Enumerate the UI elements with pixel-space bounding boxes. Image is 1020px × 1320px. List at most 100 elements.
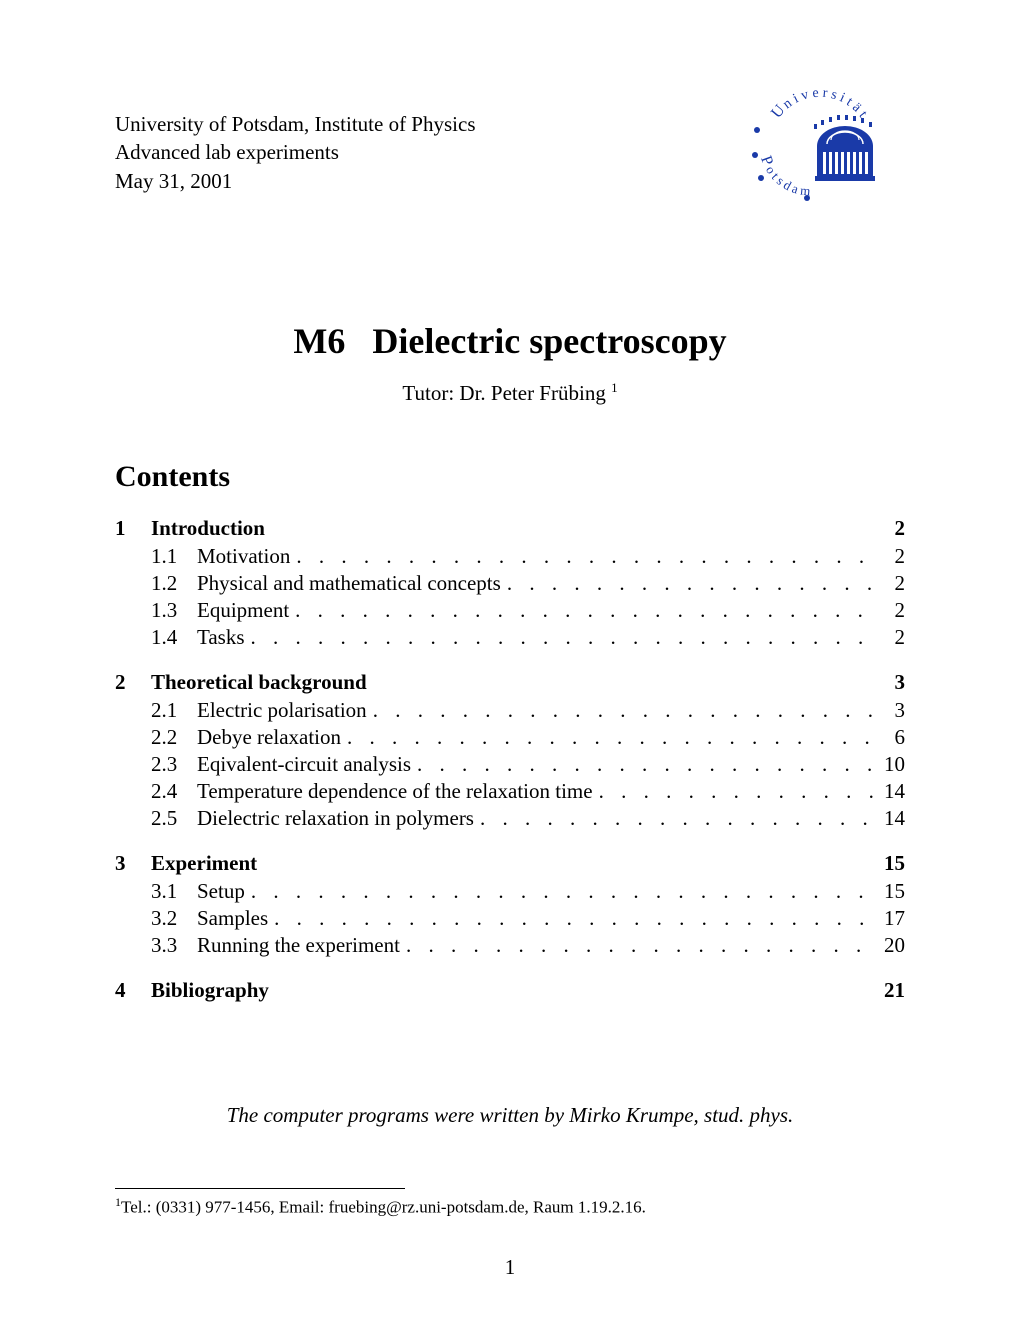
toc-dot-leader: . . . . . . . . . . . . . . . . . . . . … [593, 779, 873, 804]
toc-section-title: Bibliography [151, 978, 269, 1003]
toc-sub-title: Equipment [197, 598, 289, 623]
toc-section-title: Experiment [151, 851, 257, 876]
footnote: 1Tel.: (0331) 977-1456, Email: fruebing@… [115, 1195, 905, 1218]
title-prefix: M6 [293, 321, 345, 361]
course-line: Advanced lab experiments [115, 138, 476, 166]
toc-sub-page: 14 [873, 779, 905, 804]
toc-section-number: 2 [115, 670, 151, 695]
contents-heading: Contents [115, 460, 905, 494]
toc-sub-title: Temperature dependence of the relaxation… [197, 779, 593, 804]
toc-sub-number: 3.2 [151, 906, 197, 931]
toc-sub-page: 2 [873, 598, 905, 623]
toc-sub-number: 2.5 [151, 806, 197, 831]
header-text: University of Potsdam, Institute of Phys… [115, 110, 476, 195]
toc-subsection-row: 3.1Setup. . . . . . . . . . . . . . . . … [115, 879, 905, 904]
toc-sub-number: 1.1 [151, 544, 197, 569]
toc-sub-title: Dielectric relaxation in polymers [197, 806, 474, 831]
toc-fill [269, 978, 884, 1003]
toc-sub-page: 2 [873, 571, 905, 596]
toc-fill [367, 670, 895, 695]
toc-fill [257, 851, 884, 876]
toc-section-page: 15 [884, 851, 905, 876]
toc-section-page: 3 [895, 670, 906, 695]
toc-sub-page: 6 [873, 725, 905, 750]
toc-subsection-row: 2.3Eqivalent-circuit analysis. . . . . .… [115, 752, 905, 777]
toc-dot-leader: . . . . . . . . . . . . . . . . . . . . … [290, 544, 873, 569]
toc-sub-title: Running the experiment [197, 933, 400, 958]
toc-subsection-row: 2.4Temperature dependence of the relaxat… [115, 779, 905, 804]
date-line: May 31, 2001 [115, 167, 476, 195]
toc-sub-page: 10 [873, 752, 905, 777]
svg-text:o t s d a m: o t s d a m [763, 163, 811, 199]
toc-sub-title: Electric polarisation [197, 698, 367, 723]
toc-sub-page: 17 [873, 906, 905, 931]
toc-dot-leader: . . . . . . . . . . . . . . . . . . . . … [245, 625, 873, 650]
toc-sub-page: 20 [873, 933, 905, 958]
toc-sub-title: Debye relaxation [197, 725, 341, 750]
toc-section-title: Theoretical background [151, 670, 367, 695]
toc-fill [265, 516, 895, 541]
toc-section-row: 3Experiment 15 [115, 851, 905, 876]
toc-sub-title: Samples [197, 906, 268, 931]
toc-section-page: 2 [895, 516, 906, 541]
footnote-marker: 1 [611, 380, 618, 395]
toc-section-number: 4 [115, 978, 151, 1003]
toc-sub-title: Physical and mathematical concepts [197, 571, 501, 596]
toc-dot-leader: . . . . . . . . . . . . . . . . . . . . … [289, 598, 873, 623]
toc-subsection-row: 2.2Debye relaxation. . . . . . . . . . .… [115, 725, 905, 750]
toc-section-row: 2Theoretical background 3 [115, 670, 905, 695]
toc-dot-leader: . . . . . . . . . . . . . . . . . . . . … [501, 571, 873, 596]
toc-sub-number: 2.2 [151, 725, 197, 750]
toc-sub-page: 2 [873, 625, 905, 650]
toc-subsection-row: 2.5Dielectric relaxation in polymers. . … [115, 806, 905, 831]
footnote-text: Tel.: (0331) 977-1456, Email: fruebing@r… [121, 1198, 646, 1217]
title-main: Dielectric spectroscopy [372, 321, 726, 361]
toc-sub-page: 15 [873, 879, 905, 904]
toc-subsection-row: 2.1Electric polarisation. . . . . . . . … [115, 698, 905, 723]
toc-subsection-row: 1.2Physical and mathematical concepts. .… [115, 571, 905, 596]
toc-dot-leader: . . . . . . . . . . . . . . . . . . . . … [268, 906, 873, 931]
header-block: University of Potsdam, Institute of Phys… [115, 110, 905, 215]
toc-section-number: 1 [115, 516, 151, 541]
toc-dot-leader: . . . . . . . . . . . . . . . . . . . . … [474, 806, 873, 831]
toc-section-row: 1Introduction 2 [115, 516, 905, 541]
toc-section-row: 4Bibliography 21 [115, 978, 905, 1003]
table-of-contents: 1Introduction21.1Motivation. . . . . . .… [115, 516, 905, 1003]
toc-section: 2Theoretical background32.1Electric pola… [115, 670, 905, 831]
toc-sub-number: 1.4 [151, 625, 197, 650]
credits-line: The computer programs were written by Mi… [115, 1103, 905, 1128]
institution-line: University of Potsdam, Institute of Phys… [115, 110, 476, 138]
svg-text:n i v e r s i t ä t: n i v e r s i t ä t [780, 90, 869, 121]
toc-sub-title: Eqivalent-circuit analysis [197, 752, 411, 777]
toc-subsection-row: 1.1Motivation. . . . . . . . . . . . . .… [115, 544, 905, 569]
toc-sub-number: 1.3 [151, 598, 197, 623]
toc-sub-number: 2.4 [151, 779, 197, 804]
toc-sub-title: Tasks [197, 625, 245, 650]
toc-subsection-row: 1.4Tasks. . . . . . . . . . . . . . . . … [115, 625, 905, 650]
footnote-rule [115, 1188, 405, 1189]
toc-section-title: Introduction [151, 516, 265, 541]
toc-section-page: 21 [884, 978, 905, 1003]
toc-subsection-row: 1.3Equipment. . . . . . . . . . . . . . … [115, 598, 905, 623]
document-title: M6 Dielectric spectroscopy [115, 320, 905, 362]
toc-sub-page: 3 [873, 698, 905, 723]
toc-sub-number: 1.2 [151, 571, 197, 596]
page-number: 1 [0, 1255, 1020, 1280]
toc-sub-number: 2.1 [151, 698, 197, 723]
toc-section: 1Introduction21.1Motivation. . . . . . .… [115, 516, 905, 650]
toc-dot-leader: . . . . . . . . . . . . . . . . . . . . … [367, 698, 873, 723]
toc-dot-leader: . . . . . . . . . . . . . . . . . . . . … [245, 879, 873, 904]
toc-sub-number: 3.3 [151, 933, 197, 958]
toc-sub-title: Setup [197, 879, 245, 904]
toc-dot-leader: . . . . . . . . . . . . . . . . . . . . … [400, 933, 873, 958]
toc-subsection-row: 3.3Running the experiment. . . . . . . .… [115, 933, 905, 958]
toc-sub-number: 3.1 [151, 879, 197, 904]
toc-sub-number: 2.3 [151, 752, 197, 777]
toc-dot-leader: . . . . . . . . . . . . . . . . . . . . … [341, 725, 873, 750]
toc-section: 3Experiment153.1Setup. . . . . . . . . .… [115, 851, 905, 958]
toc-sub-page: 2 [873, 544, 905, 569]
toc-sub-title: Motivation [197, 544, 290, 569]
toc-sub-page: 14 [873, 806, 905, 831]
toc-dot-leader: . . . . . . . . . . . . . . . . . . . . … [411, 752, 873, 777]
toc-section-number: 3 [115, 851, 151, 876]
